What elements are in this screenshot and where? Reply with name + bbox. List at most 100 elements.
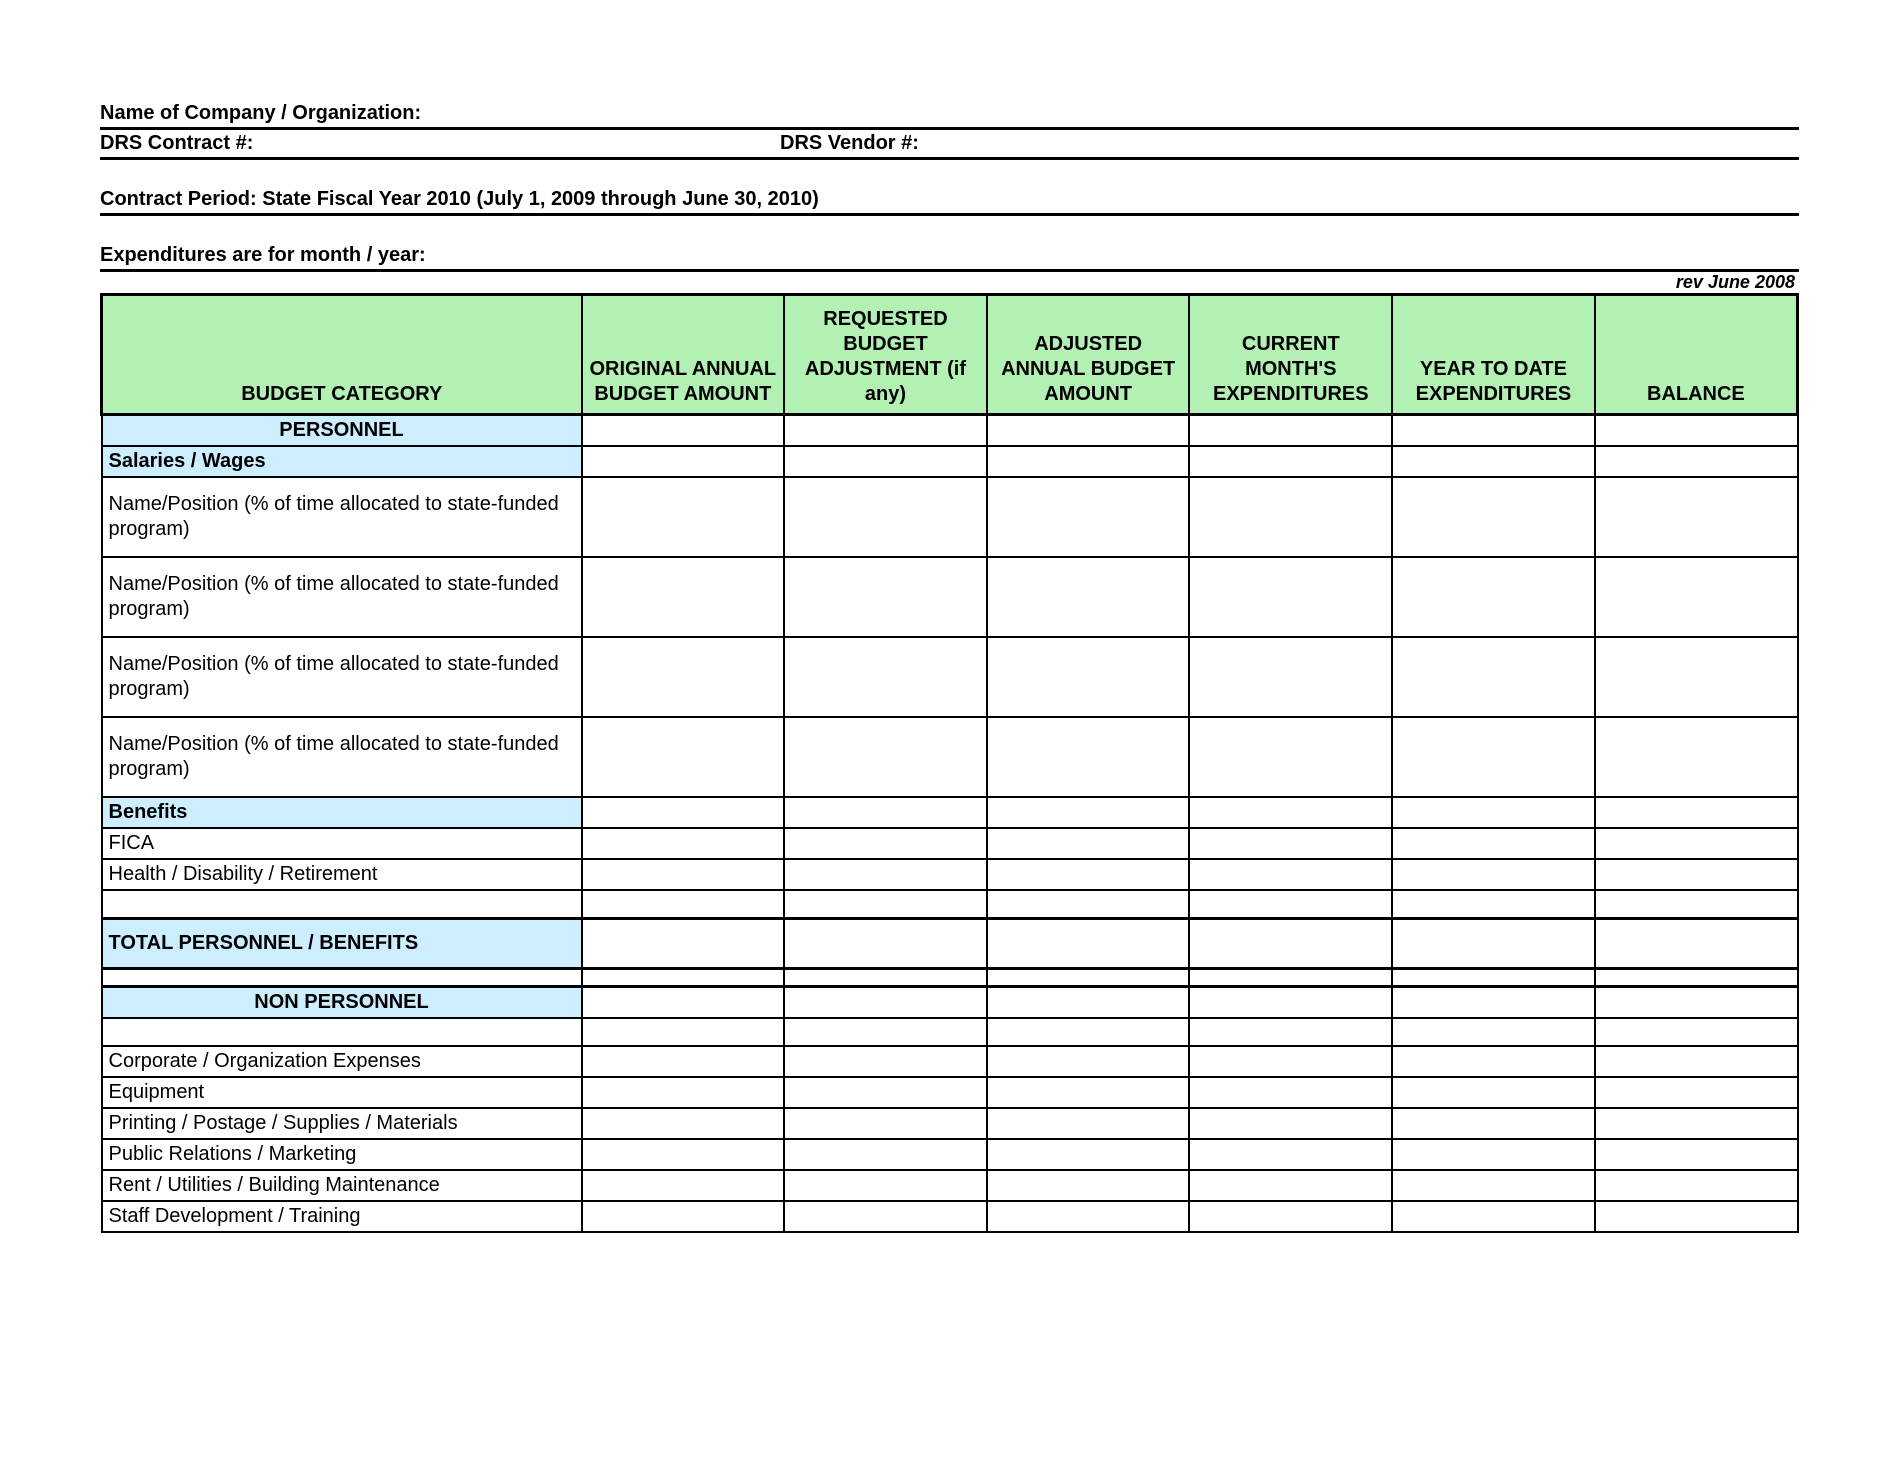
cell[interactable] — [1392, 637, 1595, 717]
cell[interactable] — [1189, 1201, 1392, 1232]
cell[interactable] — [987, 717, 1190, 797]
cell[interactable] — [784, 1077, 987, 1108]
cell[interactable] — [784, 1139, 987, 1170]
cell[interactable] — [1189, 637, 1392, 717]
cell[interactable] — [1189, 1046, 1392, 1077]
position-row: Name/Position (% of time allocated to st… — [102, 637, 1798, 717]
cell[interactable] — [1189, 1139, 1392, 1170]
cell[interactable] — [987, 637, 1190, 717]
cell[interactable] — [1392, 717, 1595, 797]
cell[interactable] — [1189, 859, 1392, 890]
vendor-label: DRS Vendor #: — [780, 130, 1799, 157]
cell[interactable] — [1392, 477, 1595, 557]
cell[interactable] — [987, 1046, 1190, 1077]
expenditure-month-line: Expenditures are for month / year: — [100, 242, 1799, 272]
cell[interactable] — [784, 859, 987, 890]
contract-label: DRS Contract #: — [100, 130, 780, 157]
cell[interactable] — [784, 477, 987, 557]
hdr-label: Health / Disability / Retirement — [102, 859, 582, 890]
cell[interactable] — [582, 859, 785, 890]
cell[interactable] — [1189, 1108, 1392, 1139]
col-ytd: YEAR TO DATE EXPENDITURES — [1392, 295, 1595, 415]
cell[interactable] — [784, 557, 987, 637]
cell[interactable] — [1595, 557, 1798, 637]
cell[interactable] — [1392, 828, 1595, 859]
cell[interactable] — [582, 1046, 785, 1077]
cell[interactable] — [784, 918, 987, 968]
cell[interactable] — [1595, 637, 1798, 717]
col-current-month: CURRENT MONTH'S EXPENDITURES — [1189, 295, 1392, 415]
cell[interactable] — [582, 1077, 785, 1108]
cell[interactable] — [987, 1201, 1190, 1232]
cell[interactable] — [582, 1170, 785, 1201]
cell[interactable] — [582, 717, 785, 797]
cell[interactable] — [784, 717, 987, 797]
blank-row — [102, 1018, 1798, 1046]
cell[interactable] — [784, 1108, 987, 1139]
cell[interactable] — [1189, 1170, 1392, 1201]
cell[interactable] — [1392, 1201, 1595, 1232]
cell[interactable] — [987, 557, 1190, 637]
cell[interactable] — [582, 828, 785, 859]
cell[interactable] — [987, 828, 1190, 859]
cell[interactable] — [987, 1170, 1190, 1201]
salaries-label: Salaries / Wages — [102, 446, 582, 477]
cell[interactable] — [1392, 918, 1595, 968]
cell[interactable] — [987, 1139, 1190, 1170]
cell[interactable] — [1392, 557, 1595, 637]
cell[interactable] — [1595, 918, 1798, 968]
cell[interactable] — [784, 1170, 987, 1201]
cell[interactable] — [1392, 859, 1595, 890]
cell[interactable] — [582, 477, 785, 557]
cell[interactable] — [1595, 1170, 1798, 1201]
cell[interactable] — [1392, 1139, 1595, 1170]
cell[interactable] — [784, 828, 987, 859]
cell[interactable] — [582, 1108, 785, 1139]
company-line: Name of Company / Organization: — [100, 100, 1799, 130]
cell[interactable] — [1189, 717, 1392, 797]
cell[interactable] — [1392, 1108, 1595, 1139]
cell[interactable] — [582, 918, 785, 968]
column-header-row: BUDGET CATEGORY ORIGINAL ANNUAL BUDGET A… — [102, 295, 1798, 415]
cell[interactable] — [1595, 1201, 1798, 1232]
expenditure-month-label: Expenditures are for month / year: — [100, 242, 426, 269]
cell[interactable] — [784, 1046, 987, 1077]
cell[interactable] — [1189, 477, 1392, 557]
cell[interactable] — [582, 1201, 785, 1232]
cell[interactable] — [582, 637, 785, 717]
position-label: Name/Position (% of time allocated to st… — [102, 477, 582, 557]
cell[interactable] — [987, 1108, 1190, 1139]
blank-row — [102, 890, 1798, 918]
cell[interactable] — [1595, 1046, 1798, 1077]
cell[interactable] — [784, 1201, 987, 1232]
col-original-amount: ORIGINAL ANNUAL BUDGET AMOUNT — [582, 295, 785, 415]
cell[interactable] — [987, 1077, 1190, 1108]
cell[interactable] — [1595, 717, 1798, 797]
cell[interactable] — [987, 859, 1190, 890]
cell[interactable] — [582, 1139, 785, 1170]
np-label: Equipment — [102, 1077, 582, 1108]
cell[interactable] — [582, 557, 785, 637]
cell[interactable] — [1595, 1108, 1798, 1139]
cell[interactable] — [1595, 828, 1798, 859]
period-label: Contract Period: State Fiscal Year 2010 … — [100, 186, 819, 213]
cell[interactable] — [784, 637, 987, 717]
col-adjusted-amount: ADJUSTED ANNUAL BUDGET AMOUNT — [987, 295, 1190, 415]
gap-row — [102, 968, 1798, 986]
cell[interactable] — [1189, 918, 1392, 968]
np-label: Corporate / Organization Expenses — [102, 1046, 582, 1077]
cell[interactable] — [1392, 1046, 1595, 1077]
cell[interactable] — [987, 477, 1190, 557]
cell[interactable] — [1595, 1139, 1798, 1170]
cell[interactable] — [987, 918, 1190, 968]
cell[interactable] — [1189, 1077, 1392, 1108]
cell[interactable] — [1392, 1077, 1595, 1108]
cell[interactable] — [1392, 1170, 1595, 1201]
salaries-row: Salaries / Wages — [102, 446, 1798, 477]
personnel-heading-row: PERSONNEL — [102, 415, 1798, 447]
cell[interactable] — [1189, 557, 1392, 637]
cell[interactable] — [1189, 828, 1392, 859]
cell[interactable] — [1595, 859, 1798, 890]
cell[interactable] — [1595, 1077, 1798, 1108]
cell[interactable] — [1595, 477, 1798, 557]
